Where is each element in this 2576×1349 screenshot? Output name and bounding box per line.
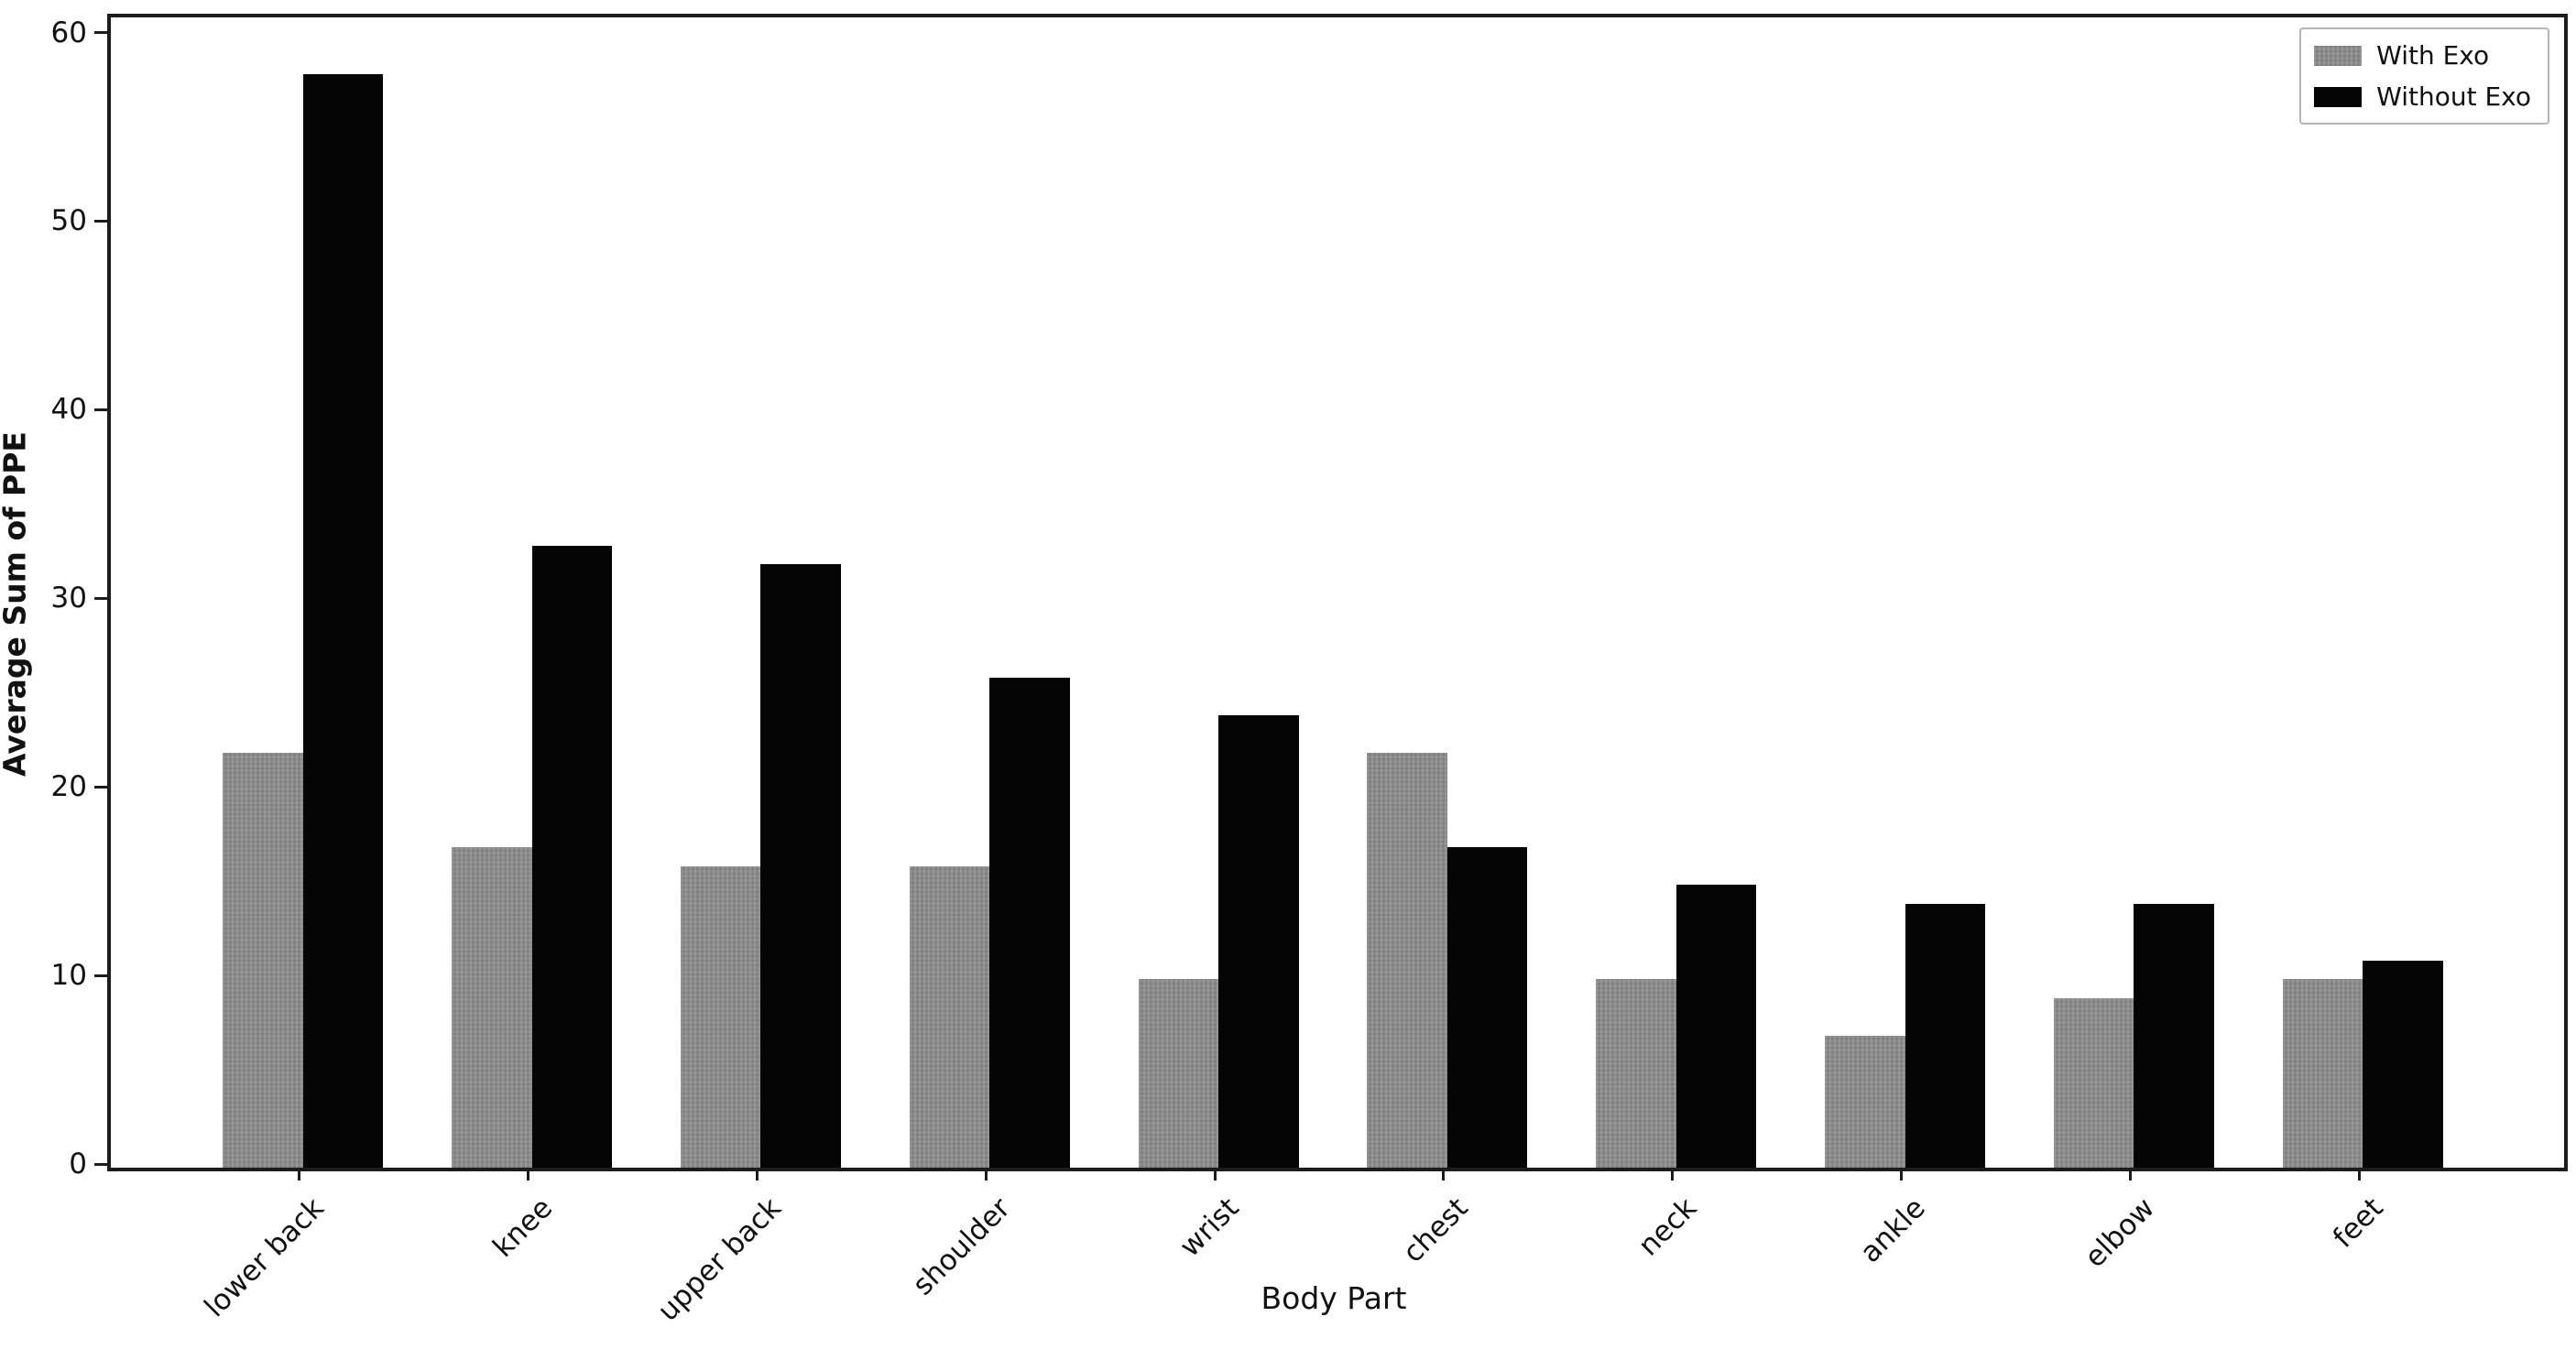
x-axis-tick bbox=[1900, 1168, 1904, 1180]
bar-with-exo-lower-back bbox=[223, 753, 303, 1168]
legend-item-with-exo: With Exo bbox=[2314, 40, 2531, 71]
x-axis-tick bbox=[1442, 1168, 1446, 1180]
y-axis-tick bbox=[94, 1162, 107, 1166]
x-axis-tick-label: neck bbox=[1632, 1191, 1704, 1263]
x-axis-tick bbox=[1671, 1168, 1675, 1180]
x-axis-tick bbox=[1213, 1168, 1217, 1180]
legend: With Exo Without Exo bbox=[2299, 27, 2549, 125]
bar-with-exo-elbow bbox=[2053, 997, 2134, 1168]
y-axis-tick bbox=[94, 219, 107, 223]
bar-without-exo-upper-back bbox=[760, 564, 841, 1168]
bar-with-exo-shoulder bbox=[909, 865, 990, 1168]
bar-without-exo-feet bbox=[2363, 960, 2443, 1168]
bar-with-exo-feet bbox=[2282, 979, 2363, 1168]
bar-with-exo-ankle bbox=[1825, 1035, 1905, 1168]
x-axis-tick-label: wrist bbox=[1173, 1191, 1246, 1264]
bar-with-exo-neck bbox=[1596, 979, 1676, 1168]
bar-with-exo-knee bbox=[452, 846, 532, 1168]
x-axis-tick-label: ankle bbox=[1853, 1191, 1932, 1270]
bar-with-exo-wrist bbox=[1138, 979, 1219, 1168]
legend-swatch-without-exo bbox=[2314, 86, 2363, 107]
x-axis-tick-label: chest bbox=[1396, 1191, 1475, 1269]
x-axis-tick bbox=[2128, 1168, 2132, 1180]
y-axis-tick-label: 10 bbox=[50, 959, 87, 993]
y-axis-tick bbox=[94, 974, 107, 977]
y-axis-tick bbox=[94, 596, 107, 600]
legend-label-with-exo: With Exo bbox=[2376, 40, 2490, 71]
bar-without-exo-ankle bbox=[1905, 903, 1985, 1168]
y-axis-tick-label: 20 bbox=[50, 770, 87, 804]
bar-without-exo-wrist bbox=[1218, 714, 1299, 1168]
x-axis-tick-label: feet bbox=[2326, 1191, 2390, 1255]
x-axis-tick-label: elbow bbox=[2078, 1191, 2161, 1275]
y-axis-tick-label: 60 bbox=[50, 16, 87, 49]
y-axis-tick-label: 0 bbox=[69, 1148, 87, 1180]
legend-label-without-exo: Without Exo bbox=[2376, 82, 2531, 112]
y-axis-tick bbox=[94, 785, 107, 789]
y-axis-tick bbox=[94, 408, 107, 411]
x-axis-label: Body Part bbox=[1261, 1280, 1407, 1316]
x-axis-tick bbox=[527, 1168, 530, 1180]
y-axis-tick-label: 40 bbox=[50, 393, 87, 427]
bar-without-exo-neck bbox=[1675, 885, 1757, 1168]
x-axis-tick bbox=[2357, 1168, 2361, 1180]
bar-without-exo-chest bbox=[1446, 846, 1528, 1168]
bar-without-exo-lower-back bbox=[302, 73, 384, 1168]
y-axis-tick bbox=[94, 31, 107, 35]
bar-without-exo-shoulder bbox=[989, 677, 1070, 1168]
y-axis-tick-label: 30 bbox=[50, 582, 87, 615]
legend-item-without-exo: Without Exo bbox=[2314, 82, 2531, 112]
legend-swatch-with-exo bbox=[2314, 45, 2363, 66]
bar-with-exo-upper-back bbox=[681, 865, 761, 1168]
bar-without-exo-knee bbox=[531, 545, 613, 1168]
x-axis-tick bbox=[984, 1168, 988, 1180]
x-axis-tick-label: knee bbox=[486, 1191, 560, 1265]
x-axis-tick bbox=[755, 1168, 759, 1180]
bar-without-exo-elbow bbox=[2134, 903, 2214, 1168]
bar-with-exo-chest bbox=[1367, 753, 1447, 1168]
plot-area bbox=[107, 14, 2568, 1171]
y-axis-tick-label: 50 bbox=[50, 204, 87, 238]
x-axis-tick bbox=[298, 1168, 301, 1180]
